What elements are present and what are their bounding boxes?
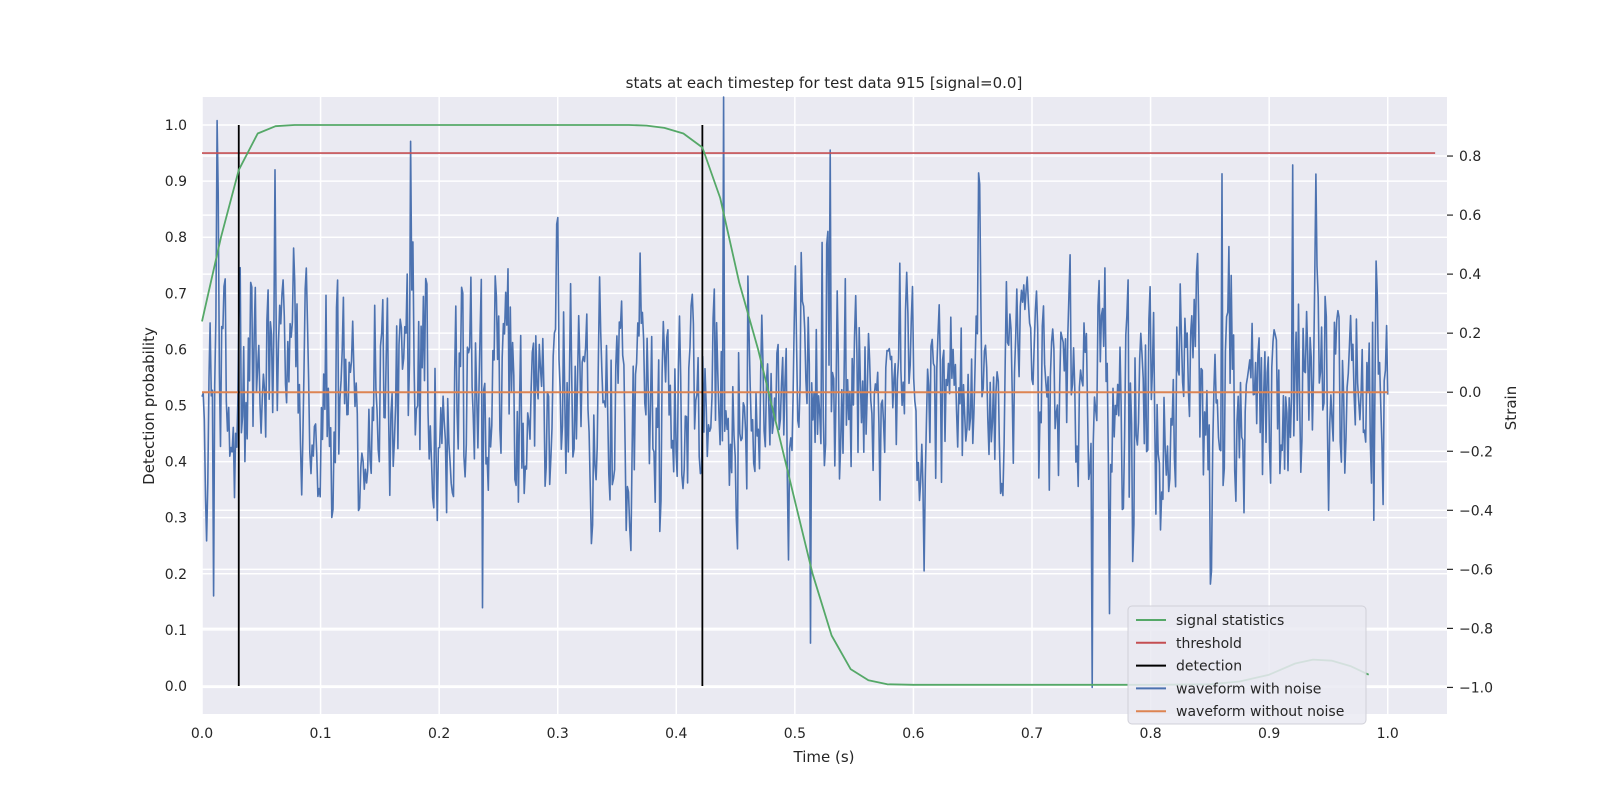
x-tick-label: 0.7 — [1021, 726, 1043, 742]
chart-title: stats at each timestep for test data 915… — [626, 74, 1023, 92]
y-right-tick-label: −0.8 — [1459, 621, 1493, 637]
y-left-tick-label: 0.3 — [165, 511, 187, 527]
y-right-axis-ticks: −1.0 −0.8 −0.6 −0.4 −0.2 0.0 0.2 0.4 0.6 0.8 — [1447, 149, 1493, 696]
y-left-tick-label: 0.8 — [165, 230, 187, 246]
legend-label: waveform without noise — [1176, 704, 1344, 720]
y-left-tick-label: 0.7 — [165, 286, 187, 302]
y-right-tick-label: 0.4 — [1459, 267, 1481, 283]
x-tick-label: 0.4 — [665, 726, 687, 742]
x-tick-label: 0.3 — [547, 726, 569, 742]
x-tick-label: 1.0 — [1377, 726, 1399, 742]
legend: signal statistics threshold detection wavef… — [1127, 605, 1367, 725]
legend-label: detection — [1176, 659, 1242, 675]
x-tick-label: 0.8 — [1139, 726, 1161, 742]
y-left-tick-label: 1.0 — [165, 118, 187, 134]
x-tick-label: 0.2 — [428, 726, 450, 742]
x-tick-label: 0.1 — [309, 726, 331, 742]
x-axis-ticks: 0.0 0.1 0.2 0.3 0.4 0.5 0.6 0.7 0.8 0.9 1.0 — [191, 726, 1399, 742]
y-right-axis-label: Strain — [1502, 386, 1520, 430]
y-left-axis-ticks: 0.0 0.1 0.2 0.3 0.4 0.5 0.6 0.7 0.8 0.9 1.0 — [165, 118, 187, 695]
x-tick-label: 0.0 — [191, 726, 213, 742]
y-right-tick-label: 0.0 — [1459, 385, 1481, 401]
y-right-tick-label: −1.0 — [1459, 680, 1493, 696]
y-right-tick-label: −0.2 — [1459, 444, 1493, 460]
y-left-tick-label: 0.1 — [165, 623, 187, 639]
y-left-tick-label: 0.6 — [165, 342, 187, 358]
y-right-tick-label: 0.6 — [1459, 208, 1481, 224]
legend-label: waveform with noise — [1176, 681, 1321, 697]
waveform-with-noise-line — [201, 96, 1389, 689]
y-left-tick-label: 0.2 — [165, 567, 187, 583]
y-left-tick-label: 0.5 — [165, 399, 187, 415]
x-tick-label: 0.5 — [784, 726, 806, 742]
x-axis-label: Time (s) — [793, 748, 855, 766]
legend-label: signal statistics — [1176, 613, 1284, 629]
y-left-tick-label: 0.4 — [165, 455, 187, 471]
legend-label: threshold — [1176, 636, 1242, 652]
y-left-tick-label: 0.9 — [165, 174, 187, 190]
y-right-tick-label: 0.8 — [1459, 149, 1481, 165]
legend-box — [1127, 605, 1367, 725]
y-right-tick-label: −0.6 — [1459, 562, 1493, 578]
y-left-axis-label: Detection probability — [140, 327, 158, 485]
x-tick-label: 0.9 — [1258, 726, 1280, 742]
x-tick-label: 0.6 — [902, 726, 924, 742]
y-right-tick-label: −0.4 — [1459, 503, 1493, 519]
y-right-tick-label: 0.2 — [1459, 326, 1481, 342]
y-left-tick-label: 0.0 — [165, 679, 187, 695]
